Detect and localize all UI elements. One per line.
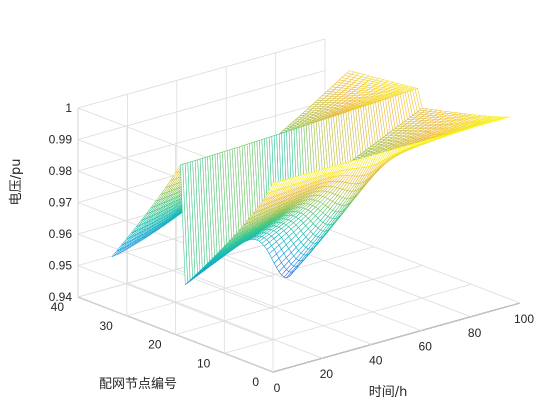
tick-labels: 0204060801000102030400.940.950.960.970.9… [49,101,535,395]
z-tick-label: 0.99 [49,133,73,147]
y-tick-label: 10 [197,356,211,370]
grid-floor-y [272,302,521,373]
surface-mesh [111,70,511,285]
z-axis-label: 电压/pu [9,159,24,206]
z-tick-label: 1 [65,101,72,115]
z-tick-label: 0.96 [49,227,73,241]
grid-wall-z [77,101,326,172]
z-tick-label: 0.97 [49,196,73,210]
grid-wall-z2 [77,296,274,373]
y-axis-label: 配网节点编号 [99,377,177,392]
grid-wall-z [77,70,326,140]
surface-cell [502,116,511,119]
y-tick-label: 0 [252,375,259,389]
x-tick-label: 0 [274,381,281,395]
x-tick-label: 20 [320,367,334,381]
grid-wall-z2 [77,233,274,310]
grid-wall-z2 [77,202,274,278]
y-tick-label: 30 [99,319,113,333]
y-tick-label: 40 [51,300,65,314]
x-tick-label: 80 [468,326,482,340]
x-axis-label: 时间/h [369,385,408,400]
x-tick-label: 40 [369,353,383,367]
grid-floor-y [224,283,472,354]
z-tick-label: 0.94 [49,290,73,304]
x-tick-label: 100 [514,312,534,326]
x-tick-label: 60 [419,340,433,354]
grid-wall-z [77,38,326,109]
grid-wall-z2 [77,265,274,341]
grid-floor-y [126,246,374,317]
z-tick-label: 0.98 [49,164,73,178]
z-tick-label: 0.95 [49,259,73,273]
y-tick-label: 20 [148,338,162,352]
grid-floor-y [175,265,423,335]
